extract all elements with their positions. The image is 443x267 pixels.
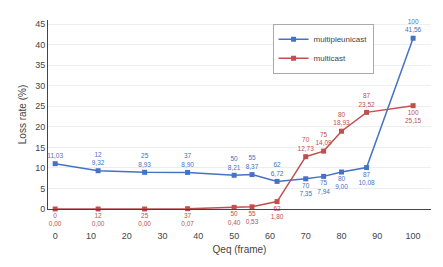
svg-text:10041,56: 10041,56 — [405, 18, 422, 33]
svg-text:multicast: multicast — [314, 54, 346, 63]
svg-text:129,32: 129,32 — [92, 151, 105, 166]
svg-text:Qeq (frame): Qeq (frame) — [213, 244, 267, 255]
svg-text:0: 0 — [53, 231, 58, 241]
svg-text:5: 5 — [40, 184, 45, 194]
svg-text:8710,08: 8710,08 — [358, 171, 375, 186]
svg-text:90: 90 — [372, 231, 382, 241]
svg-text:45: 45 — [35, 19, 45, 29]
svg-text:508,21: 508,21 — [228, 155, 241, 170]
svg-text:120,00: 120,00 — [92, 212, 105, 227]
svg-text:500,40: 500,40 — [228, 210, 241, 225]
svg-text:15: 15 — [35, 143, 45, 153]
svg-text:Loss rate (%): Loss rate (%) — [17, 85, 28, 144]
svg-text:11,03: 11,03 — [47, 152, 63, 159]
svg-text:20: 20 — [122, 231, 132, 241]
svg-text:00,00: 00,00 — [49, 212, 62, 227]
svg-text:70: 70 — [301, 231, 311, 241]
svg-text:30: 30 — [35, 81, 45, 91]
svg-text:20: 20 — [35, 122, 45, 132]
svg-text:7514,09: 7514,09 — [315, 131, 332, 146]
svg-text:8723,52: 8723,52 — [358, 92, 375, 107]
svg-text:558,37: 558,37 — [246, 154, 259, 169]
svg-text:621,80: 621,80 — [271, 205, 284, 220]
svg-text:60: 60 — [265, 231, 275, 241]
svg-text:40: 40 — [35, 40, 45, 50]
svg-text:30: 30 — [158, 231, 168, 241]
svg-text:378,90: 378,90 — [181, 152, 194, 167]
svg-text:250,00: 250,00 — [138, 212, 151, 227]
svg-text:626,72: 626,72 — [271, 161, 284, 176]
svg-text:7012,73: 7012,73 — [298, 137, 315, 152]
svg-text:multipleunicast: multipleunicast — [314, 35, 368, 44]
svg-text:757,94: 757,94 — [317, 179, 330, 194]
svg-text:0: 0 — [40, 204, 45, 214]
svg-text:707,35: 707,35 — [299, 182, 312, 197]
svg-text:10: 10 — [86, 231, 96, 241]
svg-text:100: 100 — [406, 231, 421, 241]
svg-text:80: 80 — [337, 231, 347, 241]
svg-text:550,53: 550,53 — [246, 210, 259, 225]
svg-text:10: 10 — [35, 163, 45, 173]
svg-text:370,07: 370,07 — [181, 212, 194, 227]
svg-text:10025,15: 10025,15 — [405, 109, 422, 124]
svg-text:50: 50 — [229, 231, 239, 241]
svg-text:25: 25 — [35, 101, 45, 111]
svg-text:35: 35 — [35, 60, 45, 70]
svg-text:258,93: 258,93 — [138, 152, 151, 167]
svg-text:40: 40 — [193, 231, 203, 241]
svg-text:809,00: 809,00 — [335, 175, 348, 190]
svg-text:8018,93: 8018,93 — [333, 111, 350, 126]
